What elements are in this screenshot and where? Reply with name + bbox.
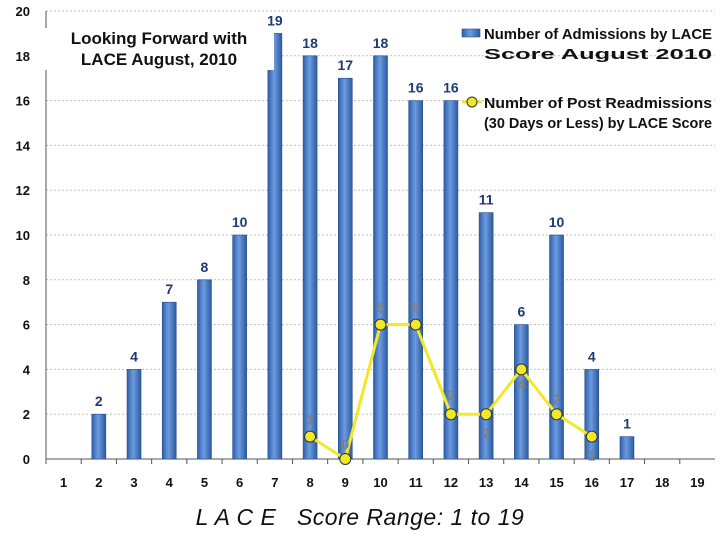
bar [126, 369, 142, 460]
x-tick-label: 13 [479, 475, 493, 490]
x-tick-label: 14 [514, 475, 529, 490]
readmissions-point [409, 318, 422, 331]
x-tick-label: 8 [306, 475, 313, 490]
line-data-label: 2 [553, 391, 561, 407]
bar-data-label: 16 [443, 80, 459, 96]
readmissions-point [304, 430, 317, 443]
bar [373, 55, 388, 460]
bar [514, 324, 529, 460]
bar [478, 212, 494, 460]
readmissions-point [550, 408, 563, 421]
bar-data-label: 19 [267, 12, 283, 28]
bar [91, 413, 107, 460]
readmissions-point [515, 363, 528, 376]
x-tick-label: 7 [271, 475, 278, 490]
bar [302, 55, 318, 460]
line-data-label: 4 [517, 376, 525, 392]
legend-bar-label: Score August 2010 [484, 46, 712, 63]
bar-data-label: 18 [302, 35, 318, 51]
x-tick-label: 11 [409, 475, 423, 490]
x-tick-label: 6 [236, 475, 243, 490]
y-tick-label: 12 [16, 183, 30, 198]
x-tick-label: 3 [130, 475, 137, 490]
bar [443, 100, 459, 460]
y-tick-label: 2 [23, 407, 30, 422]
line-data-label: 2 [447, 387, 455, 403]
x-tick-label: 9 [342, 475, 349, 490]
line-data-label: 2 [482, 425, 490, 441]
y-tick-label: 6 [23, 318, 30, 333]
legend-line-label: Number of Post Readmissions [484, 95, 712, 112]
line-data-label: 6 [412, 300, 420, 316]
bar [408, 100, 424, 460]
bar [267, 33, 283, 460]
chart-title-line-2: LACE August, 2010 [80, 50, 238, 69]
readmissions-point [444, 408, 457, 421]
x-axis-title: L A C E Score Range: 1 to 19 [0, 504, 720, 531]
readmissions-point [339, 453, 352, 465]
y-tick-label: 0 [23, 452, 30, 467]
bar [549, 234, 564, 460]
readmissions-point [585, 430, 598, 443]
y-tick-label: 10 [16, 228, 30, 243]
x-tick-label: 17 [620, 475, 634, 490]
y-tick-label: 4 [23, 362, 31, 377]
bar [584, 369, 600, 460]
chart-title-line-1: Looking Forward with [70, 29, 248, 48]
y-tick-label: 8 [23, 273, 30, 288]
x-tick-label: 15 [549, 475, 563, 490]
bar [619, 436, 635, 460]
bar-data-label: 8 [201, 259, 209, 275]
x-tick-label: 1 [60, 475, 67, 490]
readmissions-point [374, 318, 387, 331]
bar-data-label: 17 [338, 57, 354, 73]
line-data-label: 6 [377, 300, 385, 316]
bar [232, 234, 247, 460]
bar [337, 77, 353, 460]
line-data-label: 1 [588, 448, 596, 464]
x-tick-label: 5 [201, 475, 208, 490]
legend-bar-swatch [461, 28, 481, 38]
x-tick-label: 12 [444, 475, 458, 490]
bar-data-label: 4 [588, 348, 596, 364]
y-tick-label: 14 [16, 138, 31, 153]
legend-bar-label: Number of Admissions by LACE [484, 26, 712, 43]
readmissions-point [480, 408, 493, 421]
bar-data-label: 11 [479, 192, 494, 208]
bar-data-label: 10 [232, 214, 248, 230]
chart-title: Looking Forward with LACE August, 2010 [44, 28, 274, 70]
legend-line-label: (30 Days or Less) by LACE Score [484, 115, 712, 132]
bar-data-label: 18 [373, 35, 389, 51]
bar-data-label: 4 [130, 348, 138, 364]
y-tick-label: 18 [16, 49, 30, 64]
x-tick-label: 19 [690, 475, 704, 490]
bar-data-label: 1 [623, 416, 631, 432]
line-data-label: 1 [306, 412, 314, 428]
bar-data-label: 2 [95, 393, 103, 409]
x-axis-title-text: L A C E Score Range: 1 to 19 [195, 504, 525, 530]
bar-data-label: 7 [165, 281, 173, 297]
x-tick-label: 4 [166, 475, 174, 490]
x-tick-label: 16 [585, 475, 599, 490]
bar [161, 301, 177, 460]
x-tick-label: 18 [655, 475, 669, 490]
bar-data-label: 10 [549, 214, 565, 230]
y-tick-label: 20 [16, 4, 30, 19]
line-data-label: 0 [341, 436, 349, 452]
y-tick-label: 16 [16, 94, 30, 109]
bar [197, 279, 212, 460]
legend-line-marker [466, 96, 478, 108]
x-tick-label: 2 [95, 475, 102, 490]
bar-data-label: 6 [517, 304, 525, 320]
bar-data-label: 16 [408, 80, 424, 96]
x-tick-label: 10 [373, 475, 387, 490]
